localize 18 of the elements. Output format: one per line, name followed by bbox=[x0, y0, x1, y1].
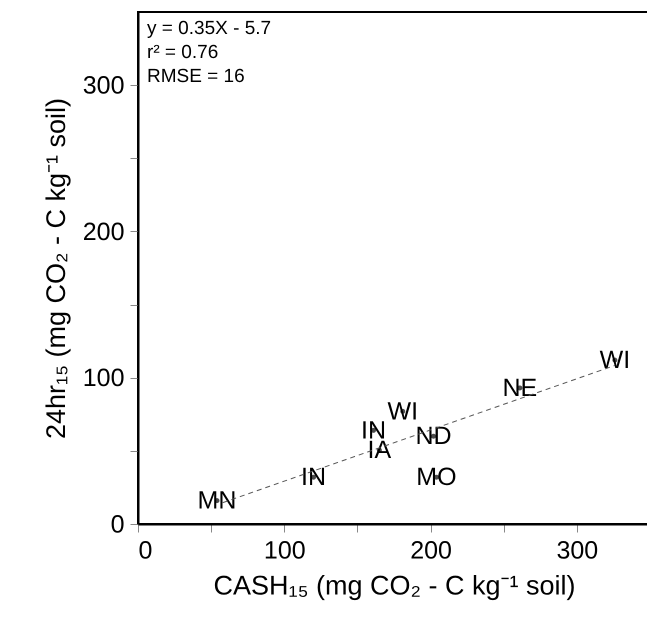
data-label: IN bbox=[301, 463, 326, 492]
data-label: WI bbox=[600, 346, 630, 374]
data-label: MN bbox=[198, 486, 236, 515]
x-tick-label: 0 bbox=[138, 536, 152, 564]
x-axis-title: CASH₁₅ (mg CO₂ - C kg⁻¹ soil) bbox=[214, 570, 576, 600]
x-tick-label: 200 bbox=[410, 536, 452, 564]
y-tick-label: 200 bbox=[82, 218, 124, 246]
x-tick-label: 300 bbox=[556, 536, 598, 564]
y-tick-label: 100 bbox=[82, 364, 124, 392]
y-axis-title: 24hr₁₅ (mg CO₂ - C kg⁻¹ soil) bbox=[40, 98, 71, 440]
annotation: r² = 0.76 bbox=[147, 42, 218, 63]
data-label: NE bbox=[502, 374, 538, 402]
x-tick-label: 100 bbox=[264, 536, 306, 564]
data-label: MO bbox=[416, 463, 457, 492]
annotation: RMSE = 16 bbox=[147, 66, 245, 87]
annotation: y = 0.35X - 5.7 bbox=[147, 18, 272, 39]
y-tick-label: 0 bbox=[110, 510, 124, 538]
y-tick-label: 300 bbox=[82, 72, 124, 100]
